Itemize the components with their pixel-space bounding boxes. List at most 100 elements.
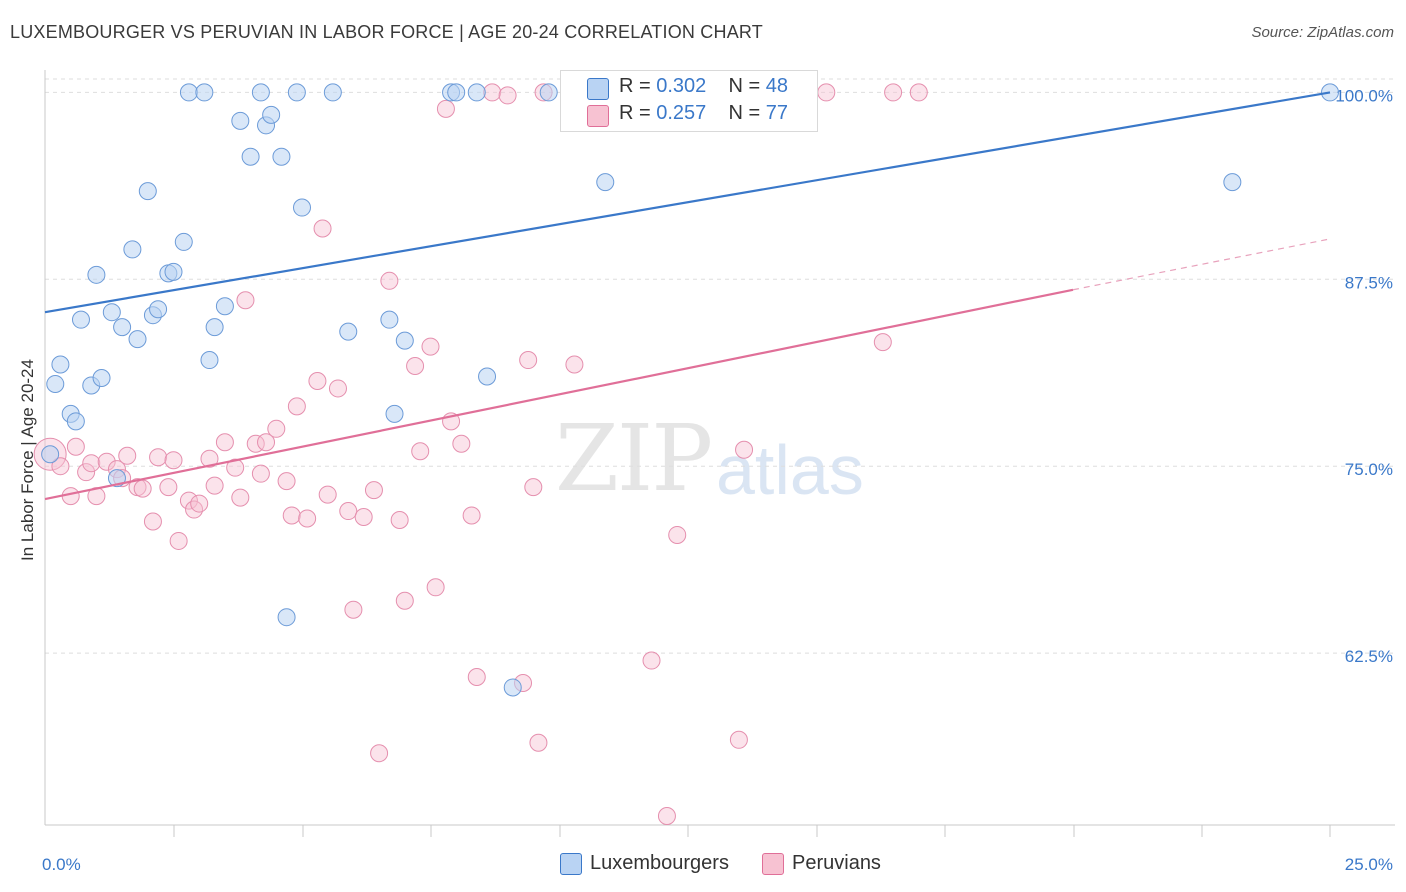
legend-per-r-label: R =	[619, 102, 657, 124]
luxembourger-point	[138, 182, 157, 201]
legend-lux-n-value: 48	[765, 75, 789, 97]
peruvian-point	[51, 457, 70, 476]
bottom-peruvians-label: Peruvians	[792, 852, 881, 874]
peruvian-point	[395, 591, 414, 610]
peruvian-point	[909, 83, 928, 102]
bottom-luxembourgers-label: Luxembourgers	[590, 852, 729, 874]
peruvian-point	[529, 733, 548, 752]
luxembourger-point	[467, 83, 486, 102]
peruvian-point	[277, 472, 296, 491]
luxembourger-point	[174, 232, 193, 251]
luxembourger-point	[272, 147, 291, 166]
peruvian-point	[159, 478, 178, 497]
y-axis-label: In Labor Force | Age 20-24	[18, 359, 37, 561]
legend-lux-r-label: R =	[619, 75, 657, 97]
peruvian-point	[817, 83, 836, 102]
peruvian-point	[467, 667, 486, 686]
luxembourger-point	[46, 374, 65, 393]
peruvian-point	[205, 476, 224, 495]
legend-lux-text: R = 0.302 N = 48	[619, 75, 788, 98]
peruvian-point	[282, 506, 301, 525]
peruvian-point	[308, 371, 327, 390]
peruvian-point	[236, 291, 255, 310]
luxembourger-point	[251, 83, 270, 102]
peruvian-point	[524, 478, 543, 497]
peruvian-point	[190, 494, 209, 513]
luxembourger-point	[385, 404, 404, 423]
peruvian-point	[370, 744, 389, 763]
luxembourger-point	[287, 83, 306, 102]
legend-per-n-value: 77	[765, 102, 789, 124]
peruvian-point	[200, 449, 219, 468]
y-tick-label: 62.5%	[1345, 647, 1393, 666]
peruvian-point	[483, 83, 502, 102]
luxembourger-point	[128, 330, 147, 349]
peruvian-point	[185, 500, 204, 519]
luxembourger-point	[339, 322, 358, 341]
luxembourger-point	[447, 83, 466, 102]
peruvian-point	[436, 99, 455, 118]
peruvian-point	[133, 479, 152, 498]
luxembourger-point	[323, 83, 342, 102]
x-tick-label: 0.0%	[42, 855, 81, 874]
peruvian-point	[231, 488, 250, 507]
luxembourger-point	[277, 608, 296, 627]
luxembourger-point	[149, 300, 168, 319]
luxembourger-point	[87, 265, 106, 284]
peruvian-point	[565, 355, 584, 374]
peruvian-trend-extension	[1072, 238, 1331, 291]
peruvian-point	[66, 437, 85, 456]
peruvian-point	[354, 508, 373, 527]
peruvian-point	[77, 463, 96, 482]
peruvian-point	[328, 379, 347, 398]
peruvian-point	[344, 600, 363, 619]
peruvian-point	[287, 397, 306, 416]
legend-per-text: R = 0.257 N = 77	[619, 102, 788, 125]
luxembourger-point	[200, 351, 219, 370]
peruvian-point	[169, 531, 188, 550]
peruvian-point	[519, 351, 538, 370]
y-tick-label: 75.0%	[1345, 460, 1393, 479]
luxembourger-point	[41, 445, 60, 464]
legend-lux-r-value: 0.302	[656, 75, 707, 97]
legend-per-n-label: N =	[728, 102, 766, 124]
luxembourger-point	[71, 310, 90, 329]
peruvian-point	[257, 433, 276, 452]
peruvian-point	[884, 83, 903, 102]
x-tick-label: 25.0%	[1345, 855, 1393, 874]
peruvian-point	[452, 434, 471, 453]
legend-lux-n-label: N =	[728, 75, 766, 97]
legend-per-r-value: 0.257	[656, 102, 707, 124]
watermark-zip: ZIP	[555, 405, 713, 512]
peruvian-point	[179, 491, 198, 510]
peruvian-point	[143, 512, 162, 531]
peruvian-point	[735, 440, 754, 459]
chart-title: LUXEMBOURGER VS PERUVIAN IN LABOR FORCE …	[10, 22, 763, 42]
peruvian-point	[668, 525, 687, 544]
peruvian-point	[498, 86, 517, 105]
peruvian-point	[318, 485, 337, 504]
luxembourger-point	[478, 367, 497, 386]
luxembourgers-swatch	[587, 78, 609, 100]
peruvian-point	[421, 337, 440, 356]
peruvian-point	[149, 448, 168, 467]
luxembourger-point	[262, 105, 281, 124]
peruvian-point	[642, 651, 661, 670]
peruvian-point	[226, 458, 245, 477]
luxembourger-point	[395, 331, 414, 350]
luxembourger-point	[596, 173, 615, 192]
peruvian-point	[364, 481, 383, 500]
source-label: Source: ZipAtlas.com	[1251, 24, 1394, 41]
y-tick-label: 87.5%	[1345, 273, 1393, 292]
peruvian-point	[390, 511, 409, 530]
luxembourger-point	[164, 262, 183, 281]
peruvian-trend-line	[44, 288, 1074, 501]
luxembourger-trend-line	[44, 91, 1331, 314]
luxembourger-point	[51, 355, 70, 374]
peruvian-point	[164, 451, 183, 470]
luxembourger-point	[215, 297, 234, 316]
luxembourger-point	[107, 469, 126, 488]
luxembourger-point	[92, 368, 111, 387]
luxembourger-point	[539, 83, 558, 102]
